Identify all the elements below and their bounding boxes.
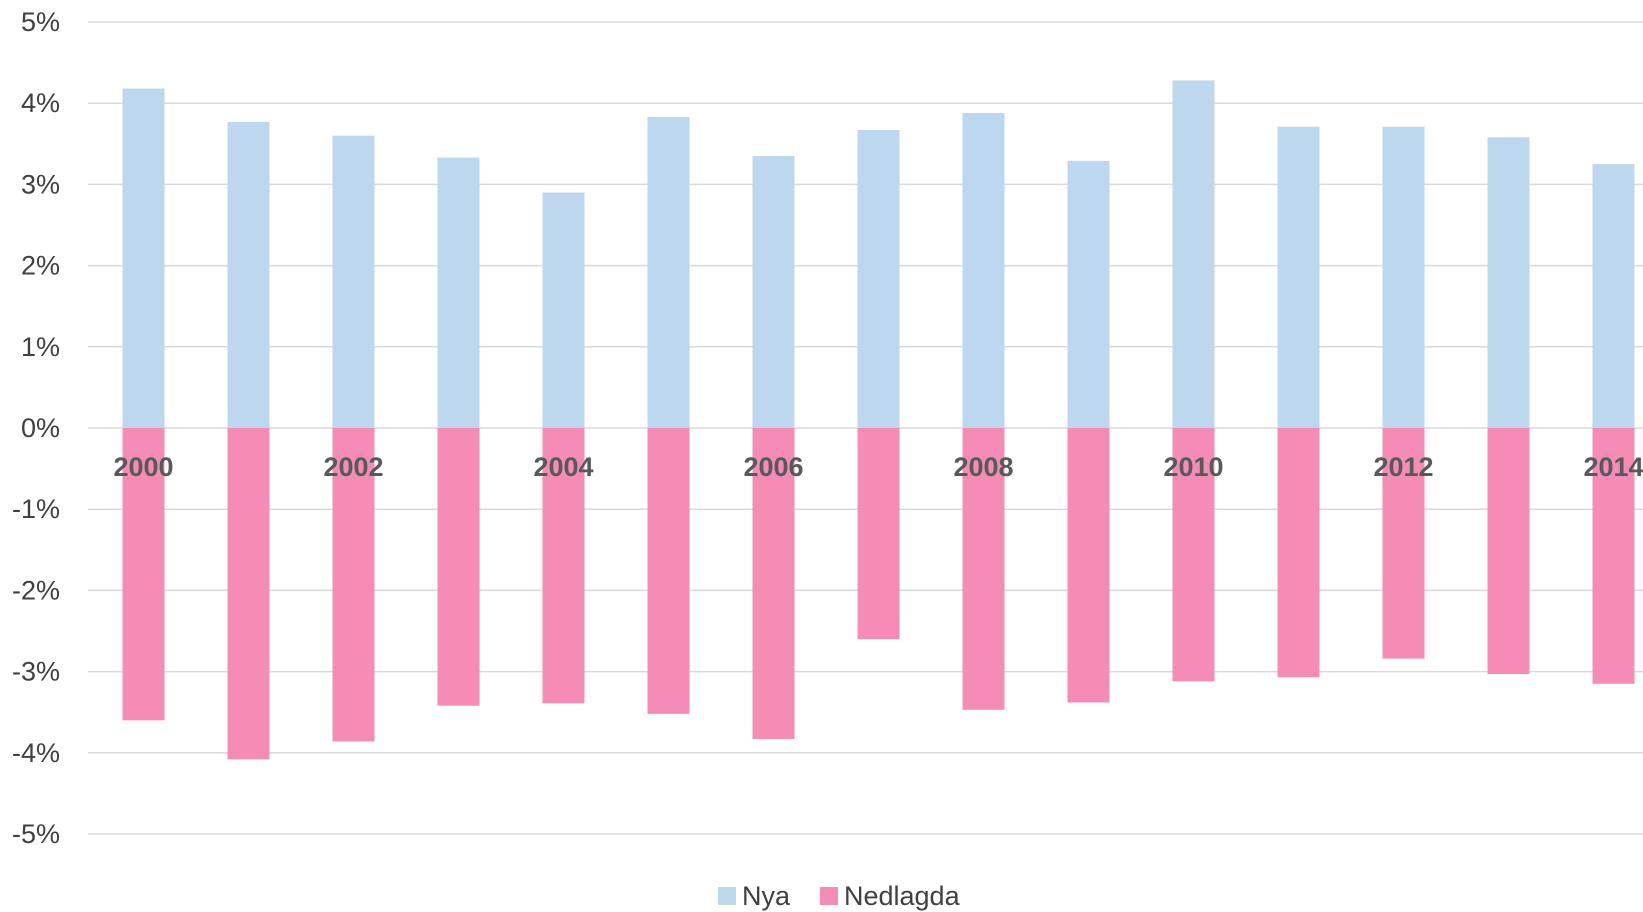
x-tick-label: 2014 xyxy=(1583,452,1643,482)
bar-nedlagda-2000 xyxy=(122,428,165,721)
legend-swatch-nya xyxy=(718,887,736,905)
bar-nya-2014 xyxy=(1592,164,1635,428)
legend-swatch-nedlagda xyxy=(820,887,838,905)
bar-nya-2002 xyxy=(332,135,375,428)
y-axis: 5% 4% 3% 2% 1% 0% -1% -2% -3% -4% -5% xyxy=(12,7,60,849)
bar-nya-2011 xyxy=(1277,126,1320,429)
x-tick-label: 2002 xyxy=(323,452,383,482)
legend-label-nedlagda: Nedlagda xyxy=(844,881,961,911)
bar-nedlagda-2005 xyxy=(647,428,690,714)
x-tick-label: 2008 xyxy=(953,452,1013,482)
x-tick-label: 2012 xyxy=(1373,452,1433,482)
x-tick-label: 2004 xyxy=(533,452,593,482)
y-tick-label: -5% xyxy=(12,819,60,849)
bar-nya-2000 xyxy=(122,88,165,429)
y-tick-label: -1% xyxy=(12,494,60,524)
legend-label-nya: Nya xyxy=(742,881,791,911)
bar-nedlagda-2001 xyxy=(227,428,270,760)
bar-nya-2006 xyxy=(752,155,795,429)
bar-nya-2012 xyxy=(1382,126,1425,429)
legend: Nya Nedlagda xyxy=(718,881,961,911)
y-tick-label: 3% xyxy=(21,169,60,199)
x-tick-label: 2000 xyxy=(113,452,173,482)
bar-nya-2009 xyxy=(1067,160,1110,429)
bar-nedlagda-2009 xyxy=(1067,428,1110,703)
y-tick-label: 0% xyxy=(21,413,60,443)
bar-nya-2007 xyxy=(857,129,900,428)
bar-nedlagda-2014 xyxy=(1592,428,1635,684)
y-tick-label: -3% xyxy=(12,657,60,687)
bars xyxy=(122,80,1635,760)
bar-nya-2013 xyxy=(1487,137,1530,428)
bar-nedlagda-2006 xyxy=(752,428,795,739)
bar-nya-2005 xyxy=(647,117,690,428)
y-tick-label: 1% xyxy=(21,332,60,362)
x-axis: 2000 2002 2004 2006 2008 2010 2012 2014 xyxy=(113,452,1643,482)
x-tick-label: 2010 xyxy=(1163,452,1223,482)
bar-nya-2003 xyxy=(437,157,480,428)
y-tick-label: -4% xyxy=(12,738,60,768)
y-tick-label: 2% xyxy=(21,251,60,281)
bar-nedlagda-2011 xyxy=(1277,428,1320,678)
x-tick-label: 2006 xyxy=(743,452,803,482)
bar-nedlagda-2004 xyxy=(542,428,585,704)
bar-nya-2008 xyxy=(962,112,1005,428)
y-tick-label: -2% xyxy=(12,575,60,605)
bar-nedlagda-2007 xyxy=(857,428,900,640)
y-tick-label: 4% xyxy=(21,88,60,118)
bar-nedlagda-2002 xyxy=(332,428,375,742)
bar-nya-2010 xyxy=(1172,80,1215,429)
bar-nedlagda-2003 xyxy=(437,428,480,706)
bar-nedlagda-2008 xyxy=(962,428,1005,710)
bar-nedlagda-2010 xyxy=(1172,428,1215,682)
bar-nedlagda-2013 xyxy=(1487,428,1530,675)
bar-nya-2001 xyxy=(227,121,270,428)
bar-nedlagda-2012 xyxy=(1382,428,1425,659)
y-tick-label: 5% xyxy=(21,7,60,37)
bar-nya-2004 xyxy=(542,192,585,428)
